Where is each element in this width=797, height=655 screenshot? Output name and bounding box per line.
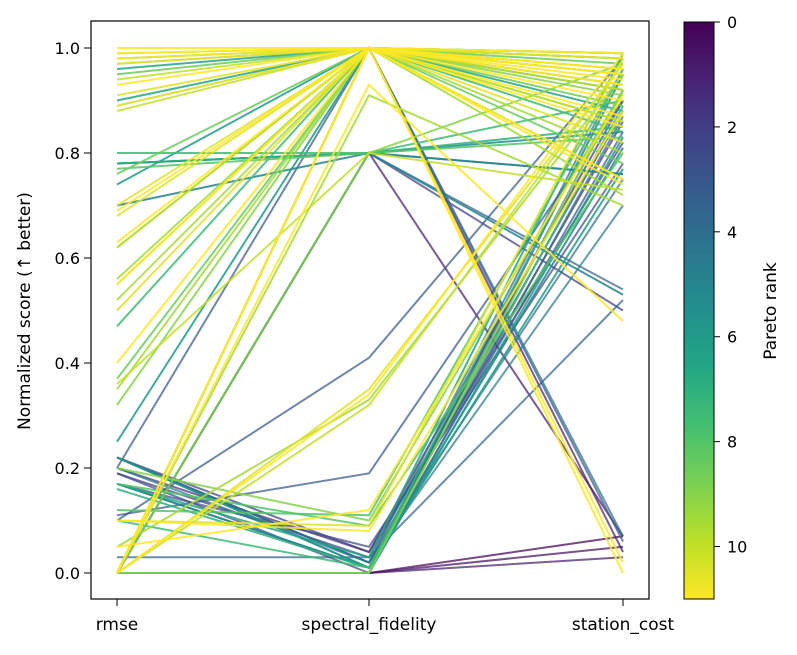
y-tick-label: 0.0: [55, 564, 80, 583]
series-line-84: [116, 83, 624, 574]
colorbar-ticks: 0 2 4 6 8 10: [714, 13, 747, 557]
series-line-33: [116, 46, 624, 112]
colorbar-tick-label: 2: [727, 118, 737, 137]
colorbar-tick-label: 10: [727, 538, 747, 557]
series-line-73: [116, 63, 624, 574]
series-line-10: [116, 162, 624, 548]
series-line-55: [116, 46, 624, 406]
series-line-86: [116, 110, 624, 533]
y-tick-label: 1.0: [55, 39, 80, 58]
y-tick-label: 0.2: [55, 459, 80, 478]
series-line-34: [116, 52, 624, 559]
series-line-23: [116, 204, 624, 564]
series-line-90: [116, 52, 624, 574]
x-axis-ticks: rmse spectral_fidelity station_cost: [96, 599, 675, 635]
series-line-13: [116, 99, 624, 517]
series-line-74: [116, 58, 624, 527]
series-line-43: [117, 99, 624, 154]
series-line-42: [116, 105, 624, 569]
plot-frame: [90, 20, 650, 600]
x-tick-label-rmse: rmse: [96, 615, 139, 635]
x-tick-label-station_cost: station_cost: [572, 615, 675, 635]
series-lines: [116, 45, 624, 575]
series-line-87: [116, 94, 624, 548]
series-line-66: [116, 46, 624, 112]
y-tick-label: 0.8: [55, 144, 80, 163]
colorbar-tick-label: 8: [727, 433, 737, 452]
colorbar-tick-label: 0: [727, 13, 737, 32]
colorbar-tick-label: 4: [727, 223, 737, 242]
y-axis-label: Normalized score (↑ better): [15, 192, 35, 430]
series-line-67: [116, 151, 624, 385]
series-line-69: [116, 46, 624, 207]
series-line-15: [116, 57, 624, 522]
colorbar-tick-label: 6: [727, 328, 737, 347]
series-line-91: [116, 46, 624, 81]
y-tick-label: 0.4: [55, 354, 80, 373]
series-line-61: [116, 73, 624, 548]
series-line-60: [116, 94, 624, 574]
colorbar: [683, 21, 715, 600]
y-axis-ticks: 0.0 0.2 0.4 0.6 0.8 1.0: [55, 39, 91, 583]
colorbar-label: Pareto rank: [761, 262, 781, 360]
y-tick-label: 0.6: [55, 249, 80, 268]
x-tick-label-spectral_fidelity: spectral_fidelity: [302, 615, 437, 635]
